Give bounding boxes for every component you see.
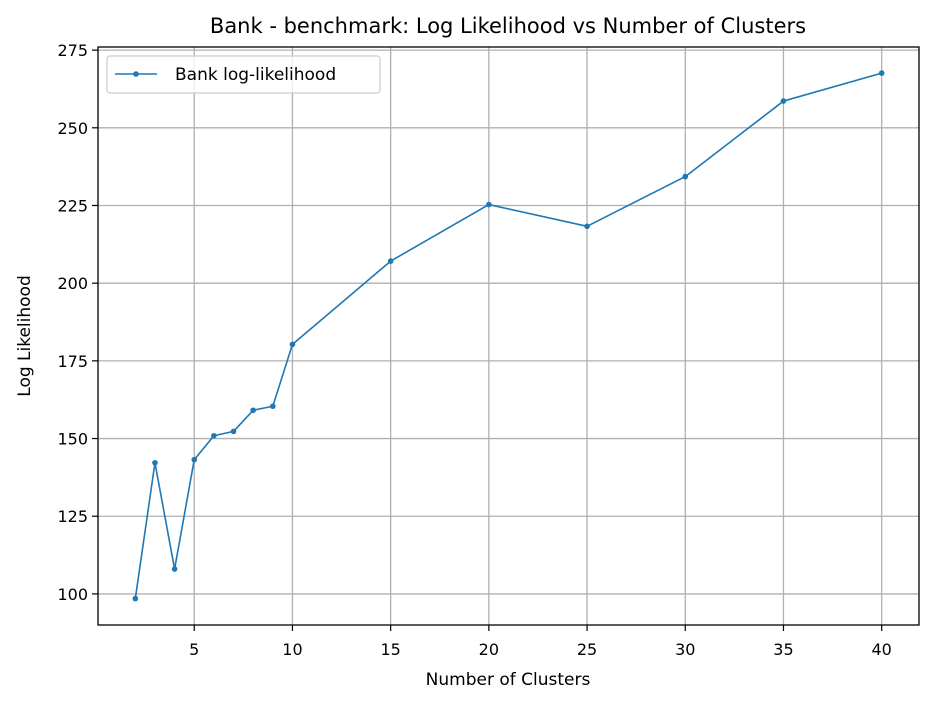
- x-tick-label: 40: [872, 640, 892, 659]
- legend: Bank log-likelihood: [106, 55, 381, 94]
- data-point: [486, 201, 492, 208]
- grid: [98, 47, 919, 625]
- plot-frame: [97, 46, 920, 626]
- x-tick-label: 10: [282, 640, 302, 659]
- x-tick-label: 30: [675, 640, 695, 659]
- data-point: [171, 566, 178, 572]
- y-tick-label: 100: [57, 585, 88, 604]
- x-tick-label: 5: [189, 640, 199, 659]
- x-axis-label: Number of Clusters: [426, 670, 591, 690]
- y-tick-label: 150: [57, 430, 88, 449]
- legend-label: Bank log-likelihood: [175, 65, 336, 85]
- y-tick-label: 200: [57, 274, 88, 293]
- data-point: [682, 173, 689, 180]
- data-point: [780, 98, 787, 104]
- data-point: [878, 70, 885, 76]
- legend-marker-sample: [133, 71, 139, 77]
- y-tick-label: 250: [57, 119, 88, 138]
- x-tick-label: 15: [380, 640, 400, 659]
- data-point: [211, 432, 217, 439]
- data-point: [250, 407, 256, 414]
- x-tick-label: 35: [773, 640, 793, 659]
- data-point: [289, 341, 296, 348]
- y-tick-label: 175: [57, 352, 88, 371]
- series-layer: [132, 70, 885, 602]
- axis-ticks: 5 10 15 20 25 30 35 40 100 125 150 175 200 225 250 275: [57, 41, 891, 659]
- series-line: [134, 72, 882, 599]
- data-point: [132, 595, 139, 602]
- legend-box: [106, 55, 381, 94]
- y-tick-label: 275: [57, 41, 88, 60]
- x-tick-label: 25: [577, 640, 597, 659]
- x-tick-label: 20: [479, 640, 499, 659]
- y-tick-label: 125: [57, 507, 88, 526]
- y-axis-label: Log Likelihood: [15, 275, 35, 396]
- chart-title: Bank - benchmark: Log Likelihood vs Numb…: [210, 14, 806, 38]
- data-point: [191, 456, 198, 463]
- y-tick-label: 225: [57, 196, 88, 215]
- data-point: [152, 459, 158, 466]
- data-point: [270, 403, 276, 410]
- data-point: [387, 258, 394, 264]
- data-point: [584, 223, 590, 230]
- data-point: [230, 428, 237, 435]
